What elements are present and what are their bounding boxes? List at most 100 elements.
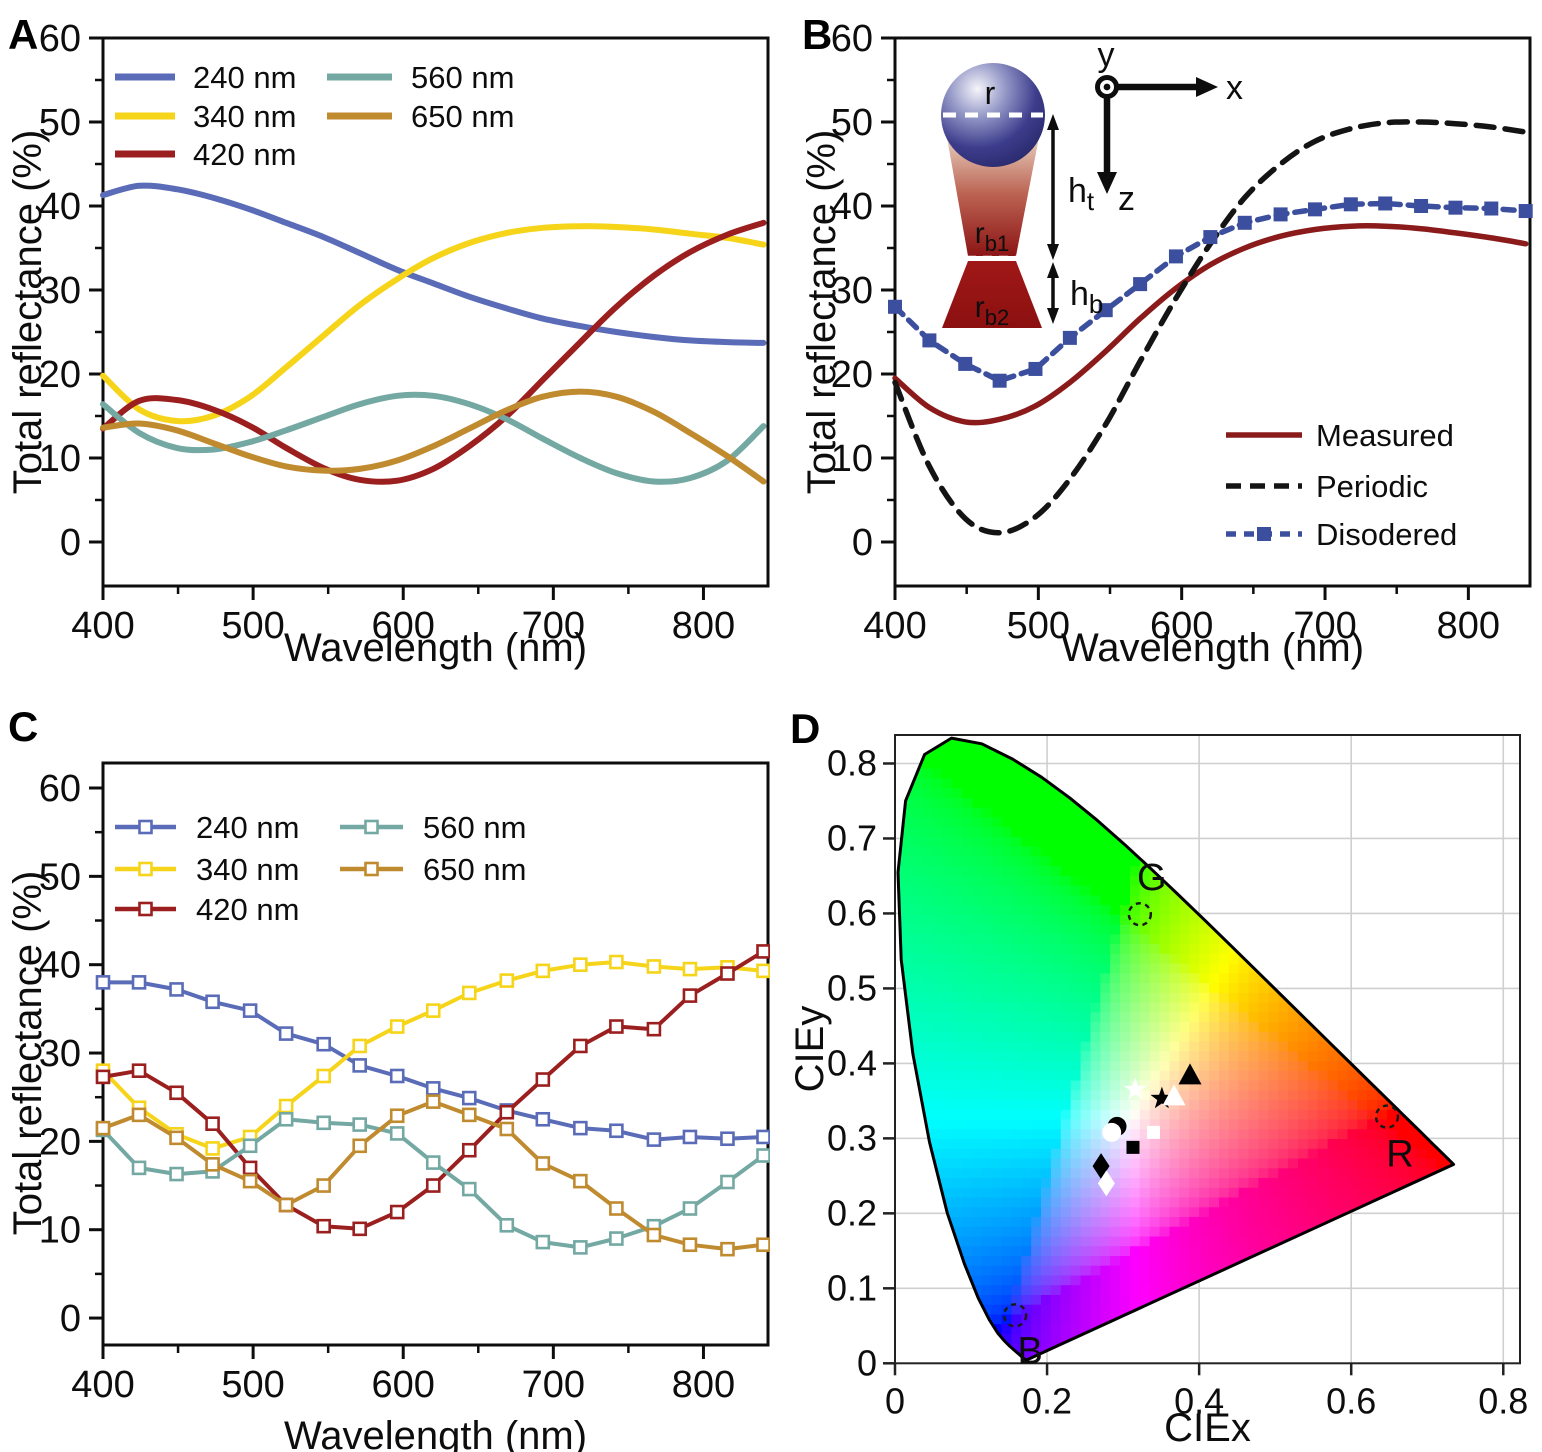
axes-B: 400 500 600 700 800 0 10 20 30 40 50 60 <box>831 18 1532 647</box>
data-marker <box>756 1129 770 1145</box>
svg-text:0.1: 0.1 <box>827 1267 877 1308</box>
svg-text:240 nm: 240 nm <box>193 60 296 95</box>
data-marker <box>278 1098 294 1114</box>
rgb-reference-points: G R B <box>1002 857 1414 1372</box>
reference-circle-g <box>1127 901 1153 927</box>
data-marker <box>1343 197 1358 212</box>
svg-text:Periodic: Periodic <box>1316 469 1428 504</box>
data-marker <box>205 1116 220 1132</box>
data-marker <box>646 1132 662 1147</box>
data-marker <box>352 1138 367 1154</box>
svg-text:650 nm: 650 nm <box>423 852 526 887</box>
svg-text:420 nm: 420 nm <box>196 892 299 927</box>
cie-marker-black-triangle <box>1178 1063 1202 1085</box>
svg-text:20: 20 <box>39 1121 81 1163</box>
panel-c-xaxis-title: Wavelength (nm) <box>283 1414 588 1452</box>
svg-text:B: B <box>1017 1330 1042 1372</box>
svg-text:G: G <box>1137 857 1167 899</box>
svg-text:hb: hb <box>1070 275 1103 319</box>
svg-text:50: 50 <box>39 856 81 898</box>
svg-text:240 nm: 240 nm <box>196 810 299 845</box>
data-marker <box>352 1038 367 1054</box>
data-marker <box>131 1063 147 1078</box>
cie-marker-white-square <box>1147 1125 1161 1139</box>
svg-text:560 nm: 560 nm <box>423 810 526 845</box>
data-marker <box>1062 330 1077 345</box>
svg-text:0.4: 0.4 <box>1174 1380 1224 1421</box>
data-marker <box>499 973 515 988</box>
svg-text:60: 60 <box>39 768 81 810</box>
svg-text:z: z <box>1118 180 1135 218</box>
svg-text:50: 50 <box>39 102 81 144</box>
data-marker <box>316 1115 331 1131</box>
panel-b-chart: 400 500 600 700 800 0 10 20 30 40 50 60 Measured Peri… <box>831 18 1533 647</box>
data-marker <box>461 1181 477 1197</box>
svg-text:y: y <box>1098 36 1115 74</box>
panel-d-label: D <box>790 705 821 752</box>
data-marker <box>573 957 588 972</box>
data-marker <box>278 1197 294 1213</box>
data-marker <box>958 356 973 371</box>
cie-marker-white-star <box>1123 1077 1147 1100</box>
svg-text:500: 500 <box>221 1364 284 1406</box>
data-marker <box>682 1129 698 1145</box>
panel-b-yaxis-title: Total reflectance (%) <box>800 129 844 495</box>
svg-text:0.7: 0.7 <box>827 817 877 858</box>
data-marker <box>499 1121 515 1137</box>
data-marker <box>1448 200 1463 215</box>
data-marker <box>756 944 770 959</box>
legend-B: Measured Periodic Disodered <box>1226 418 1457 552</box>
svg-text:ht: ht <box>1068 172 1095 216</box>
svg-text:0: 0 <box>885 1380 905 1421</box>
series-group-C <box>95 944 770 1257</box>
series-line-periodic <box>892 119 1529 536</box>
svg-text:340 nm: 340 nm <box>193 99 296 134</box>
cie-marker-black-square <box>1126 1140 1140 1154</box>
data-marker <box>1518 204 1533 219</box>
svg-text:420 nm: 420 nm <box>193 137 296 172</box>
series-line-560-nm <box>100 391 767 485</box>
data-marker <box>389 1019 405 1034</box>
data-marker <box>95 975 111 990</box>
axes-D: 0 0.2 0.4 0.6 0.8 0 0.1 0.2 0.3 0.4 0.5 0.6 0.7 0.8 <box>827 734 1528 1421</box>
chromaticity-markers <box>1092 1063 1202 1197</box>
data-marker <box>425 1178 441 1193</box>
data-marker <box>278 1026 294 1041</box>
data-marker <box>389 1204 405 1220</box>
svg-text:800: 800 <box>672 1364 735 1406</box>
data-marker <box>242 1138 258 1154</box>
data-marker <box>499 1217 515 1233</box>
data-marker <box>573 1173 588 1189</box>
cie-marker-white-circle <box>1102 1122 1122 1142</box>
data-marker <box>535 1156 551 1171</box>
series-line-measured <box>892 223 1529 426</box>
data-marker <box>425 1003 441 1018</box>
svg-text:800: 800 <box>672 605 735 647</box>
svg-text:0.8: 0.8 <box>1478 1380 1528 1421</box>
data-marker <box>316 1218 331 1234</box>
data-marker <box>169 1130 184 1146</box>
data-marker <box>1133 277 1148 292</box>
svg-text:0: 0 <box>857 1342 877 1383</box>
data-marker <box>646 1021 662 1037</box>
reference-circle-b <box>1002 1303 1028 1328</box>
panel-c-chart: 400 500 600 700 800 0 10 20 30 40 50 60 240 nm 340 nm… <box>39 761 770 1406</box>
series-line-420-nm <box>100 219 767 485</box>
data-marker <box>425 1081 441 1096</box>
series-line-650-nm <box>101 1099 766 1252</box>
panel-a-yaxis-title: Total reflectance (%) <box>6 129 50 495</box>
svg-text:0.6: 0.6 <box>827 892 877 933</box>
panel-a-xaxis-title: Wavelength (nm) <box>283 626 588 670</box>
svg-text:R: R <box>1386 1134 1413 1176</box>
svg-text:30: 30 <box>39 270 81 312</box>
data-marker <box>352 1117 367 1132</box>
data-marker <box>992 373 1007 388</box>
structure-schematic-inset: r rb1 rb2 ht hb <box>941 63 1103 330</box>
svg-text:rb2: rb2 <box>975 291 1009 330</box>
svg-text:10: 10 <box>39 438 81 480</box>
panel-b-label: B <box>802 11 833 58</box>
data-marker <box>720 1174 735 1190</box>
data-marker <box>499 1104 515 1120</box>
svg-text:700: 700 <box>522 1364 585 1406</box>
